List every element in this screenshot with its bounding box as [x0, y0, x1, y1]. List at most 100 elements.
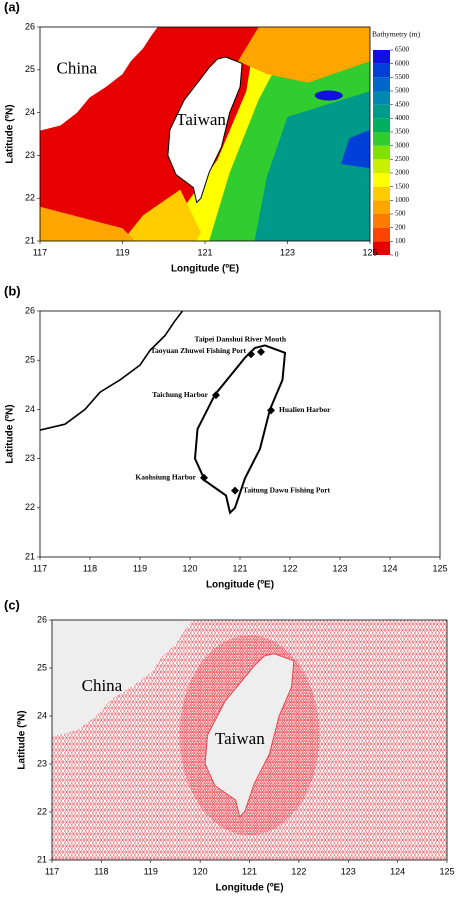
marker-label: Taichung Harbor: [152, 390, 208, 399]
plot-area: [40, 311, 287, 515]
colorbar-label: 4500: [395, 100, 410, 108]
x-tick-label: 117: [33, 247, 47, 257]
colorbar-cell: [373, 118, 390, 132]
marker: [257, 347, 265, 356]
x-tick-label: 121: [242, 866, 257, 876]
colorbar-label: 2500: [395, 155, 410, 163]
colorbar-cell: [373, 227, 390, 242]
x-tick-label: 121: [232, 563, 247, 573]
y-tick-label: 22: [37, 806, 47, 816]
marker-label: Kaohsiung Harbor: [135, 473, 196, 482]
x-tick-label: 118: [83, 563, 97, 573]
y-axis-label: Latitude (ºN): [5, 404, 16, 463]
coastline: [40, 311, 184, 431]
land: [40, 27, 158, 131]
panel-title: (a): [4, 0, 20, 14]
x-tick-label: 125: [432, 563, 447, 573]
colorbar-title: Bathymetry (m): [372, 30, 421, 39]
colorbar-cell: [373, 186, 390, 201]
x-tick-label: 123: [332, 563, 347, 573]
x-tick-label: 125: [439, 866, 454, 876]
x-tick-label: 125: [362, 247, 377, 257]
plot-area: [52, 620, 447, 860]
y-tick-label: 23: [25, 453, 35, 463]
marker: [247, 350, 255, 359]
y-tick-label: 26: [25, 21, 35, 31]
land: [167, 56, 243, 204]
depth-band: [40, 206, 135, 241]
colorbar-cell: [373, 200, 390, 214]
y-tick-label: 25: [37, 662, 47, 672]
colorbar-cell: [373, 241, 390, 255]
depth-band: [341, 129, 370, 169]
colorbar-label: 1000: [395, 196, 410, 204]
marker-label: Hualien Harbor: [279, 405, 331, 414]
annotation: China: [82, 676, 123, 695]
marker: [212, 391, 220, 400]
colorbar-label: 3000: [395, 141, 410, 149]
marker-label: Taitung Dawu Fishing Port: [243, 485, 331, 494]
colorbar-label: 1500: [395, 182, 410, 190]
land: [204, 653, 295, 818]
x-tick-label: 117: [33, 563, 47, 573]
colorbar-label: 5000: [395, 87, 410, 95]
colorbar-cell: [373, 214, 390, 228]
colorbar-cell: [373, 173, 390, 187]
annotation: Taiwan: [215, 729, 265, 748]
x-axis-label: Longitude (ºE): [215, 883, 283, 894]
colorbar-cell: [373, 77, 390, 91]
panel-title: (c): [4, 597, 20, 612]
panel-title: (b): [4, 283, 21, 298]
colorbar-label: 200: [395, 223, 406, 231]
depth-band: [254, 91, 370, 241]
marker-label: Taoyuan Zhuwei Fishing Port: [151, 346, 247, 355]
marker: [200, 473, 208, 482]
marker: [231, 486, 239, 495]
colorbar-label: 6500: [395, 46, 410, 54]
x-axis-label: Longitude (ºE): [206, 580, 274, 591]
y-tick-label: 24: [37, 710, 47, 720]
colorbar-label: 2000: [395, 169, 410, 177]
marker-label: Taipei Danshui River Mouth: [195, 335, 287, 344]
x-tick-label: 117: [45, 866, 59, 876]
y-tick-label: 23: [37, 758, 47, 768]
x-tick-label: 123: [280, 247, 295, 257]
annotation: China: [57, 59, 98, 78]
colorbar-label: 6000: [395, 59, 410, 67]
colorbar-cell: [373, 159, 390, 173]
colorbar-cell: [373, 91, 390, 105]
x-tick-label: 119: [144, 866, 158, 876]
y-axis-label: Latitude (ºN): [17, 710, 28, 769]
x-tick-label: 122: [282, 563, 297, 573]
x-tick-label: 123: [341, 866, 356, 876]
y-tick-label: 21: [25, 235, 35, 245]
y-tick-label: 25: [25, 64, 35, 74]
colorbar-cell: [373, 132, 390, 146]
colorbar-label: 5500: [395, 73, 410, 81]
colorbar-cell: [373, 145, 390, 160]
x-tick-label: 121: [197, 247, 212, 257]
x-axis-label: Longitude (ºE): [171, 264, 239, 275]
x-tick-label: 119: [133, 563, 147, 573]
x-tick-label: 122: [291, 866, 306, 876]
y-axis-label: Latitude (ºN): [5, 104, 16, 163]
marker: [267, 406, 275, 415]
y-tick-label: 21: [25, 551, 35, 561]
y-tick-label: 22: [25, 502, 35, 512]
y-tick-label: 24: [25, 404, 35, 414]
y-tick-label: 24: [25, 107, 35, 117]
x-tick-label: 120: [193, 866, 208, 876]
depth-band: [122, 189, 201, 241]
x-tick-label: 124: [382, 563, 397, 573]
colorbar-label: 3500: [395, 128, 410, 136]
x-tick-label: 120: [182, 563, 197, 573]
y-tick-label: 26: [25, 305, 35, 315]
y-tick-label: 23: [25, 150, 35, 160]
y-tick-label: 26: [37, 614, 47, 624]
x-tick-label: 119: [115, 247, 129, 257]
colorbar-cell: [373, 104, 390, 119]
x-tick-label: 124: [390, 866, 405, 876]
y-tick-label: 21: [37, 854, 47, 864]
colorbar-label: 100: [395, 237, 406, 245]
